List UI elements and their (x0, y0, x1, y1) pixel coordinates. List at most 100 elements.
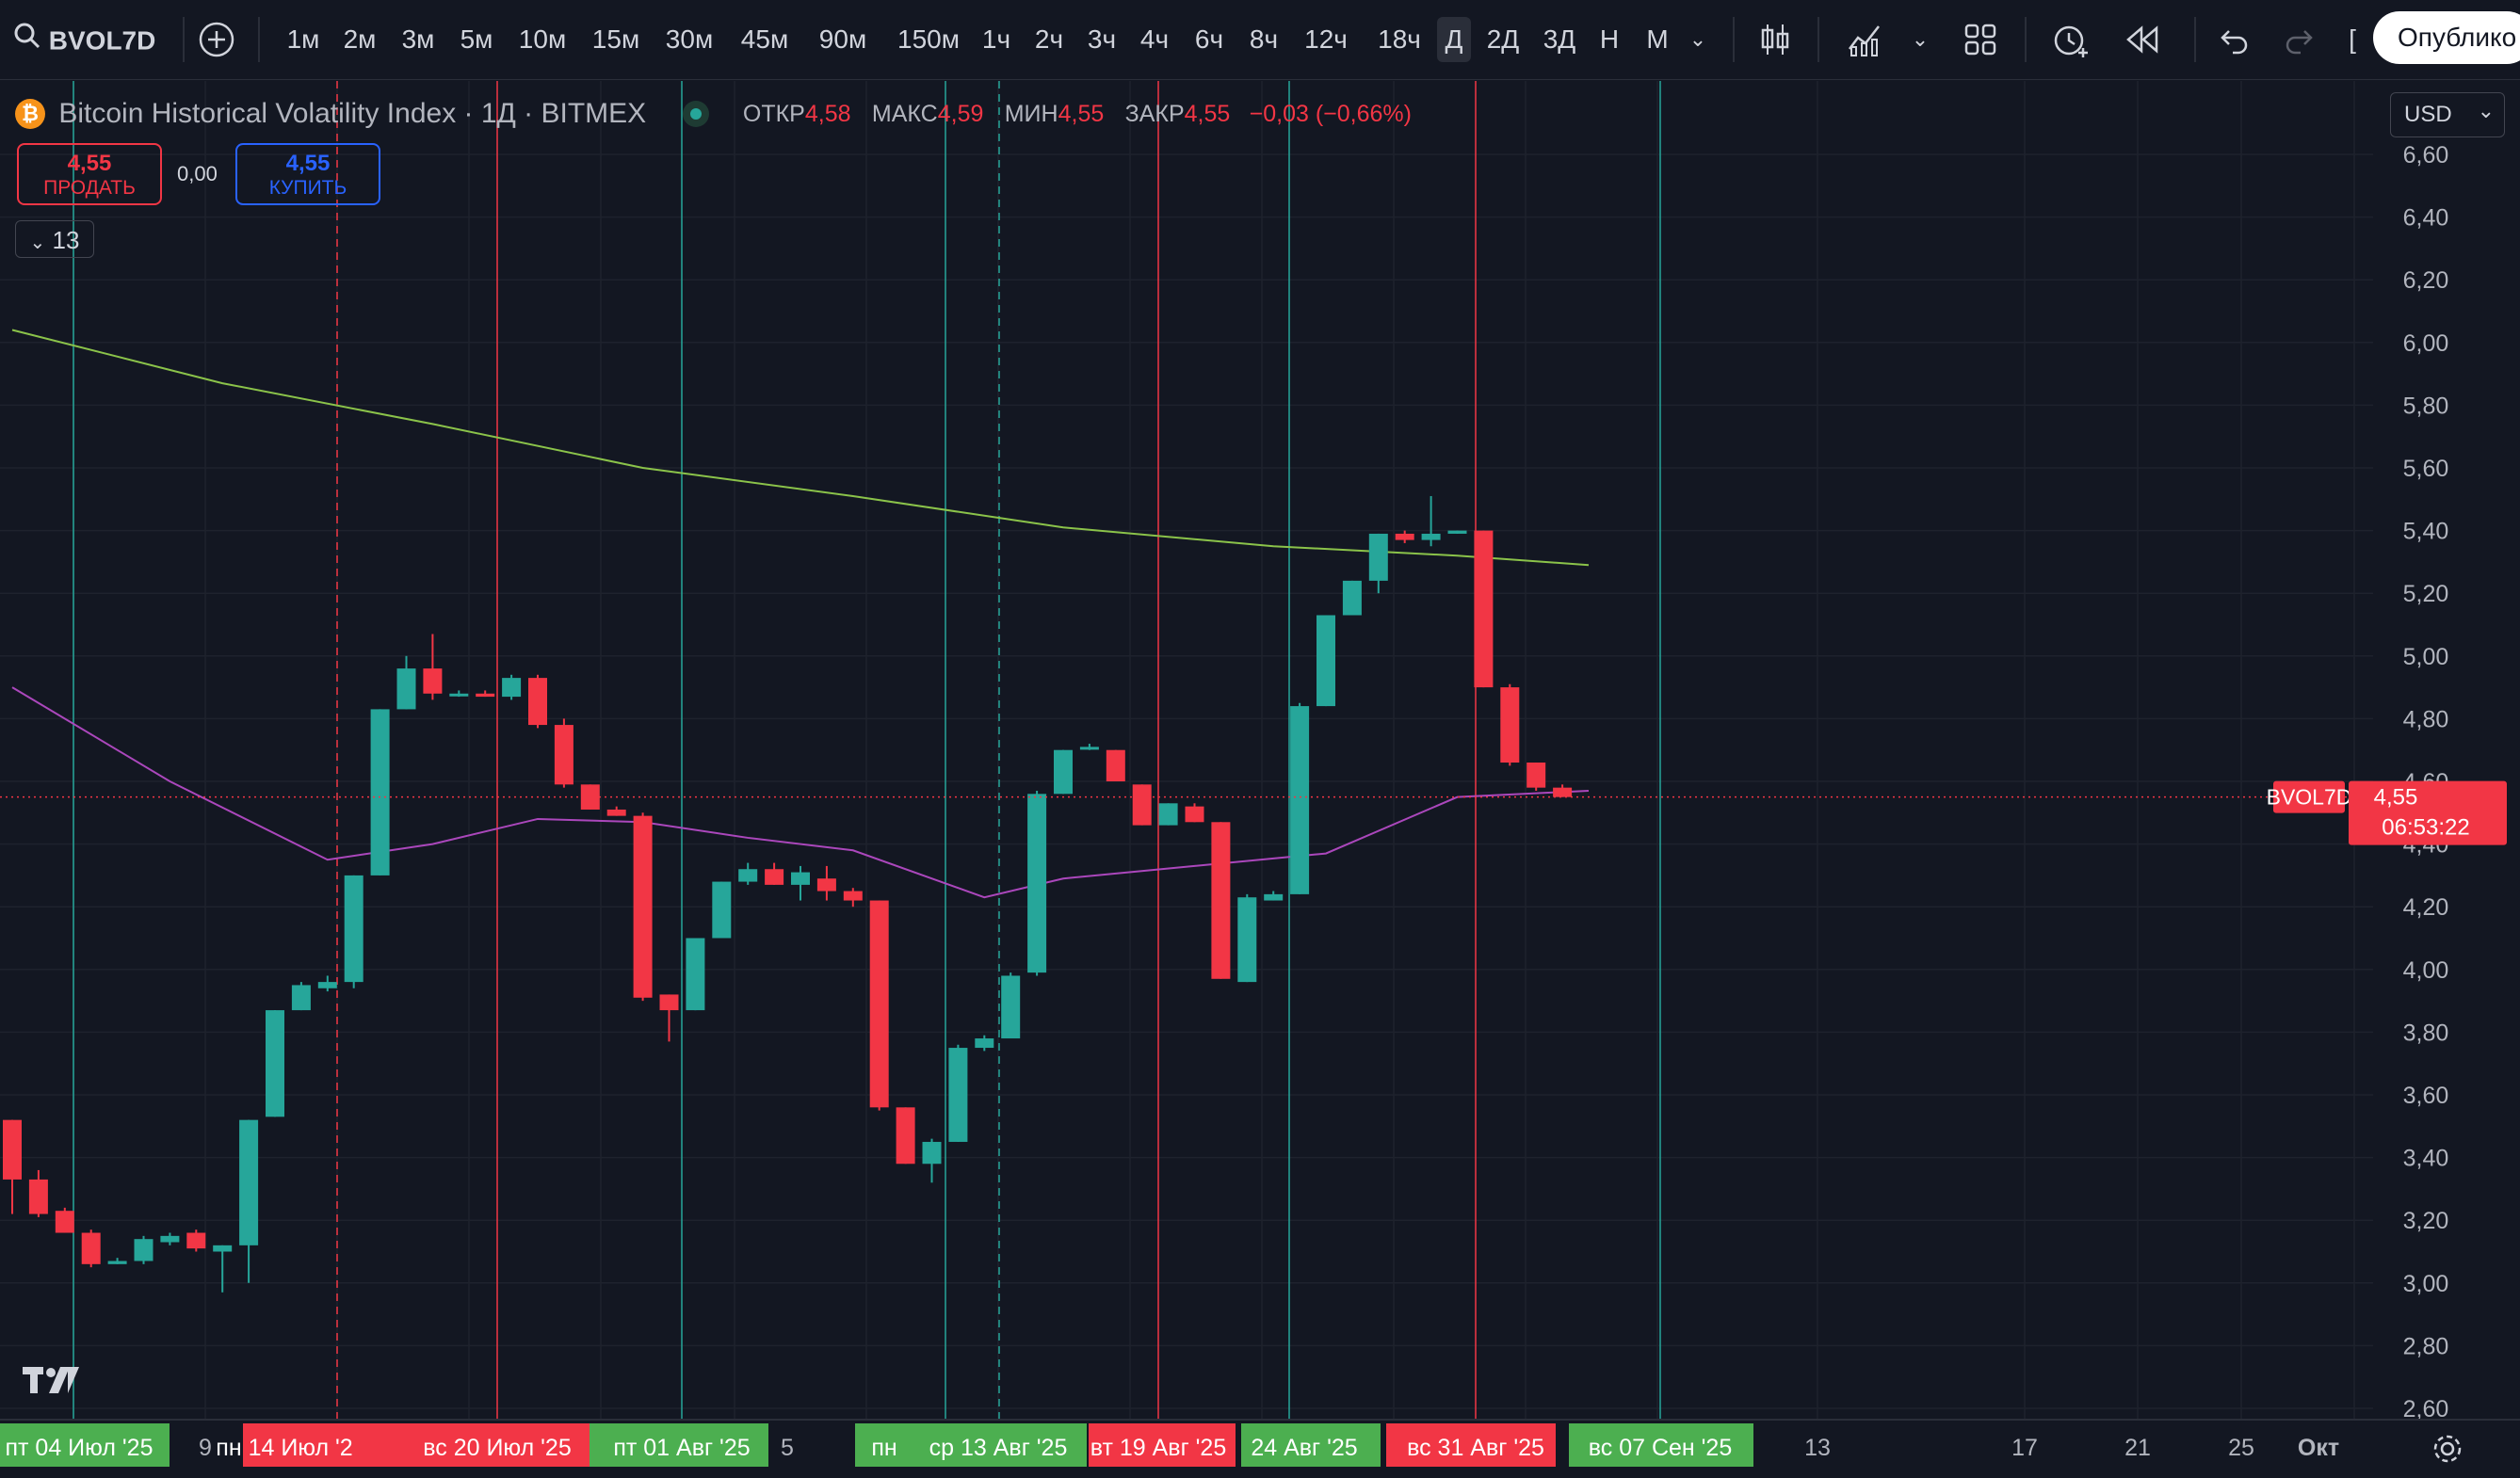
candle-body (948, 1048, 968, 1142)
indicators-button[interactable] (1842, 17, 1889, 62)
currency-value: USD (2404, 102, 2452, 127)
candle-body (1001, 975, 1021, 1039)
timeframe-2ч[interactable]: 2ч (1034, 24, 1064, 54)
candle-body (975, 1038, 994, 1049)
redo-icon (2286, 30, 2313, 55)
candle-body (396, 668, 416, 710)
time-label: 13 (1804, 1435, 1831, 1461)
time-label: 5 (781, 1435, 794, 1461)
symbol-legend: ₿ Bitcoin Historical Volatility Index · … (15, 92, 1412, 134)
timeframe-90м[interactable]: 90м (818, 24, 867, 54)
price-tick-label: 3,00 (2403, 1271, 2449, 1297)
candle-body (843, 891, 863, 901)
candle-body (213, 1245, 233, 1252)
time-label: вс 20 Июл '25 (423, 1435, 571, 1461)
candle-body (107, 1261, 127, 1264)
candle-body (1447, 530, 1467, 534)
time-highlight (0, 1423, 170, 1467)
publish-button[interactable]: Опублико (2373, 11, 2520, 64)
timeframe-10м[interactable]: 10м (518, 24, 567, 54)
timeframe-30м[interactable]: 30м (665, 24, 714, 54)
candle-body (186, 1232, 206, 1249)
timeframe-5м[interactable]: 5м (460, 24, 493, 54)
timeframe-18ч[interactable]: 18ч (1378, 24, 1421, 54)
timeframe-Д[interactable]: Д (1437, 17, 1471, 62)
price-tick-label: 3,60 (2403, 1083, 2449, 1109)
timeframe-15м[interactable]: 15м (591, 24, 640, 54)
time-label: ср 13 Авг '25 (929, 1435, 1068, 1461)
divider (1817, 17, 1819, 62)
candle-body (1474, 530, 1494, 688)
candle-body (1342, 580, 1362, 616)
timeframe-45м[interactable]: 45м (740, 24, 789, 54)
timeframe-1ч[interactable]: 1ч (981, 24, 1011, 54)
undo-button[interactable] (2209, 17, 2256, 62)
price-tick-label: 6,20 (2403, 267, 2449, 294)
candle-body (554, 725, 573, 785)
time-label: 9 (199, 1435, 212, 1461)
currency-select[interactable]: USD ⌄ (2390, 92, 2505, 137)
high-value: 4,59 (937, 101, 984, 128)
layouts-button[interactable] (1957, 17, 2004, 62)
timeframe-М[interactable]: М (1646, 24, 1669, 54)
candle-body (686, 938, 705, 1011)
candles (3, 495, 1573, 1293)
time-highlight (1569, 1423, 1753, 1467)
tradingview-logo[interactable] (23, 1363, 83, 1402)
price-tick-label: 5,00 (2403, 644, 2449, 670)
indicators-toggle[interactable]: ⌄ 13 (15, 220, 94, 258)
alert-button[interactable] (2047, 17, 2094, 62)
chart-type-button[interactable] (1752, 17, 1799, 62)
candle-body (1054, 749, 1073, 795)
timeframe-8ч[interactable]: 8ч (1249, 24, 1279, 54)
timeframe-Н[interactable]: Н (1599, 24, 1620, 54)
candle-body (1527, 763, 1546, 788)
timeframe-150м[interactable]: 150м (897, 24, 960, 54)
candle-body (1027, 794, 1047, 973)
price-tick-label: 3,20 (2403, 1208, 2449, 1234)
buy-price: 4,55 (285, 151, 331, 176)
candle-body (476, 693, 495, 698)
timeframe-2Д[interactable]: 2Д (1486, 24, 1520, 54)
candle-body (1132, 784, 1152, 826)
timeframe-2м[interactable]: 2м (343, 24, 377, 54)
sell-button[interactable]: 4,55 ПРОДАТЬ (17, 143, 162, 205)
symbol-search[interactable]: BVOL7D (13, 17, 173, 62)
candle-body (1211, 822, 1231, 979)
price-chart[interactable]: 6,60 6,40 6,20 6,00 5,80 5,60 5,40 5,20 5,00 4,80… (0, 81, 2520, 1478)
close-label: ЗАКР (1124, 101, 1185, 128)
candle-body (1264, 893, 1284, 901)
indicators-count: 13 (52, 226, 80, 254)
candle-body (291, 985, 311, 1011)
open-label: ОТКР (742, 101, 805, 128)
price-tick-label: 4,80 (2403, 706, 2449, 732)
compare-add-button[interactable] (194, 17, 239, 62)
timeframe-4ч[interactable]: 4ч (1139, 24, 1170, 54)
timeframe-3ч[interactable]: 3ч (1087, 24, 1117, 54)
chevron-down-icon[interactable]: ⌄ (1688, 27, 1707, 51)
redo-button[interactable] (2277, 17, 2324, 62)
timeframe-3Д[interactable]: 3Д (1543, 24, 1576, 54)
price-axis[interactable]: 6,60 6,40 6,20 6,00 5,80 5,60 5,40 5,20 5,00 4,80… (2267, 142, 2507, 1422)
last-symbol-tag (2273, 780, 2345, 813)
search-icon (13, 19, 41, 64)
time-label: вс 31 Авг '25 (1407, 1435, 1544, 1461)
bracket-icon: [ (2349, 24, 2356, 54)
chevron-down-icon[interactable]: ⌄ (1911, 27, 1930, 51)
settings-gear-icon[interactable] (2431, 1433, 2463, 1470)
spread-value: 0,00 (177, 162, 218, 185)
time-highlight (1241, 1423, 1381, 1467)
timeframe-6ч[interactable]: 6ч (1194, 24, 1224, 54)
buy-button[interactable]: 4,55 КУПИТЬ (235, 143, 380, 205)
time-label: пн (871, 1435, 897, 1461)
price-tick-label: 6,00 (2403, 330, 2449, 357)
candle-body (502, 678, 522, 698)
timeframe-1м[interactable]: 1м (286, 24, 320, 54)
replay-button[interactable] (2119, 17, 2166, 62)
timeframe-12ч[interactable]: 12ч (1304, 24, 1348, 54)
time-axis[interactable]: пт 04 Июл '25 9 пн 14 Июл '2 вс 20 Июл '25 п… (0, 1419, 2520, 1467)
candle-body (1553, 787, 1573, 797)
candle-body (266, 1010, 284, 1117)
timeframe-3м[interactable]: 3м (401, 24, 435, 54)
symbol-title[interactable]: Bitcoin Historical Volatility Index · 1Д… (58, 98, 647, 130)
